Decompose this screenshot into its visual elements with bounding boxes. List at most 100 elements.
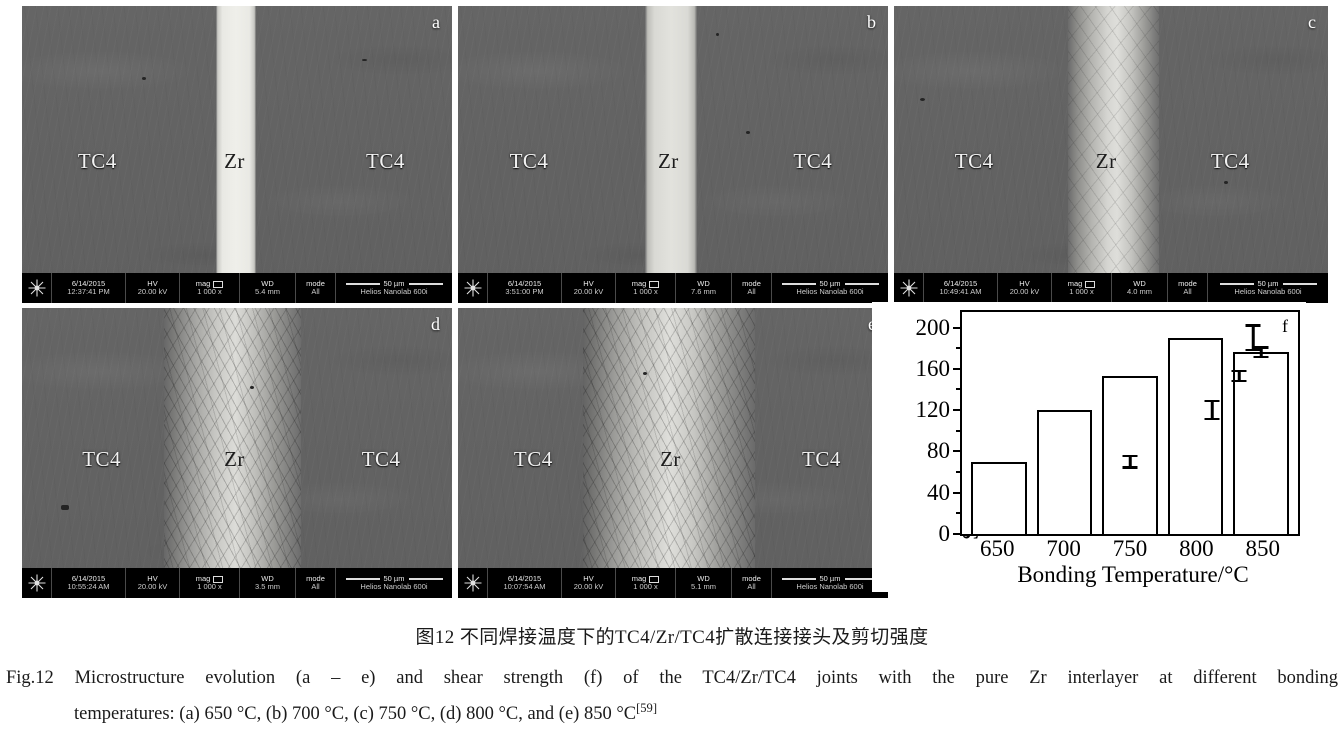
bar-slot[interactable] (970, 312, 1027, 534)
databar-instrument: Helios Nanolab 600i (796, 582, 864, 591)
mag-box-icon (1085, 280, 1096, 288)
label-interlayer: Zr (660, 447, 681, 472)
label-interlayer: Zr (657, 148, 679, 173)
databar-scale-value: 50 µm (1257, 279, 1279, 289)
databar-mag-value: 1 000 x (197, 287, 222, 296)
sem-panel-a[interactable]: TC4 Zr TC4 a 6/14 (22, 6, 452, 303)
fei-logo-icon (458, 568, 488, 598)
databar-scale-value: 50 µm (383, 574, 405, 584)
acicular-structure (1067, 6, 1159, 303)
bar-slot[interactable] (1167, 312, 1224, 534)
error-bar-cap-bottom (1204, 417, 1220, 421)
bar-slot[interactable] (1102, 312, 1158, 534)
sem-databar-d: 6/14/2015 10:55:24 AM HV 20.00 kV mag 1 … (22, 568, 452, 598)
error-bar-line (1237, 369, 1241, 383)
mag-box-icon (649, 575, 660, 583)
error-bar-cap-top (1245, 324, 1261, 327)
error-bar-cap-top (1122, 454, 1138, 457)
databar-instrument: Helios Nanolab 600i (796, 287, 864, 296)
databar-mode-value: All (747, 582, 756, 591)
surface-speck (361, 59, 367, 62)
databar-date: 6/14/2015 (507, 574, 542, 584)
databar-wd-label: WD (261, 279, 274, 289)
error-bar-cap-top (1253, 346, 1269, 349)
bar-slot[interactable] (1233, 312, 1290, 534)
label-left-material: TC4 (77, 148, 117, 173)
label-right-material: TC4 (793, 148, 833, 173)
x-tick-label: 850 (1245, 536, 1281, 561)
x-tick-label: 800 (1179, 536, 1214, 561)
caption-english-line1: Fig.12 Microstructure evolution (a – e) … (6, 668, 1338, 688)
scale-bar-icon: 50 µm (1219, 279, 1317, 289)
x-tick-label: 750 (1112, 536, 1148, 561)
caption-english-line2-text: temperatures: (a) 650 °C, (b) 700 °C, (c… (74, 703, 637, 724)
bar-850[interactable] (1233, 352, 1290, 534)
databar-scale-value: 50 µm (383, 279, 405, 289)
y-tick-minor (956, 471, 962, 474)
bar-series (962, 312, 1298, 534)
bar-slot[interactable] (1036, 312, 1093, 534)
panel-letter-a: a (432, 12, 440, 32)
databar-mode-label: mode (306, 574, 325, 584)
figure-caption: 图12 不同焊接温度下的TC4/Zr/TC4扩散连接接头及剪切强度 Fig.12… (0, 622, 1344, 729)
fei-logo-icon (22, 568, 52, 598)
databar-hv-value: 20.00 kV (573, 582, 604, 591)
sem-panel-d[interactable]: TC4 Zr TC4 d 6/14/2015 10:55:24 AM (22, 308, 452, 598)
sem-micrograph-c (894, 6, 1328, 303)
zr-interlayer-band (1067, 6, 1159, 303)
label-interlayer: Zr (1095, 148, 1117, 173)
databar-wd-label: WD (261, 574, 274, 584)
mag-box-icon (213, 575, 224, 583)
y-tick-label: 40 (927, 479, 950, 505)
sem-micrograph-e (458, 308, 888, 598)
databar-mode-value: All (311, 582, 320, 591)
fei-logo-icon (458, 273, 488, 303)
databar-wd-label: WD (1133, 279, 1146, 289)
panel-letter-f: f (1282, 316, 1288, 336)
label-left-material: TC4 (82, 447, 122, 472)
surface-speck (642, 371, 647, 375)
x-tick-label: 700 (1046, 536, 1081, 561)
bar-800[interactable] (1167, 337, 1224, 534)
mag-box-icon (649, 280, 660, 288)
error-bar-line (1259, 346, 1263, 359)
y-tick-major (953, 491, 962, 494)
scale-bar-icon: 50 µm (345, 279, 443, 289)
databar-mag-label: mag (195, 279, 211, 289)
scale-bar-icon: 50 µm (345, 574, 443, 584)
sem-databar-b: 6/14/2015 3:51:00 PM HV 20.00 kV mag 1 0… (458, 273, 888, 303)
error-bar-cap-bottom (1122, 466, 1138, 469)
sem-panel-e[interactable]: TC4 Zr TC4 e 6/14/2015 10:07:54 AM (458, 308, 888, 598)
databar-time: 10:07:54 AM (503, 582, 546, 591)
databar-mag-value: 1 000 x (633, 582, 658, 591)
y-tick-minor (956, 512, 962, 515)
acicular-structure (582, 308, 755, 598)
bar-650[interactable] (970, 461, 1027, 534)
fei-logo-icon (894, 273, 924, 303)
databar-mag-label: mag (631, 279, 647, 289)
caption-chinese: 图12 不同焊接温度下的TC4/Zr/TC4扩散连接接头及剪切强度 (415, 627, 929, 648)
databar-scale-value: 50 µm (819, 279, 841, 289)
databar-instrument: Helios Nanolab 600i (360, 287, 428, 296)
databar-wd-value: 7.6 mm (690, 287, 716, 296)
y-tick-major (953, 409, 962, 412)
databar-instrument: Helios Nanolab 600i (1234, 287, 1302, 296)
x-tick-labels: 650 700 750 800 850 (960, 536, 1300, 562)
y-tick-major (953, 450, 962, 453)
databar-wd-value: 3.5 mm (254, 582, 280, 591)
bar-700[interactable] (1036, 410, 1093, 534)
label-interlayer: Zr (224, 447, 245, 472)
databar-mode-value: All (311, 287, 320, 296)
surface-speck (60, 505, 69, 511)
sem-panel-c[interactable]: TC4 Zr TC4 c 6/14/2015 10:49:41 AM (894, 6, 1328, 303)
sem-databar-e: 6/14/2015 10:07:54 AM HV 20.00 kV mag 1 … (458, 568, 888, 598)
databar-mag-value: 1 000 x (633, 287, 658, 296)
sem-panel-b[interactable]: TC4 Zr TC4 b 6/14/2015 3:51:00 PM (458, 6, 888, 303)
databar-hv-label: HV (583, 574, 594, 584)
surface-speck (1223, 181, 1228, 185)
databar-hv-label: HV (147, 574, 158, 584)
databar-mode-value: All (747, 287, 756, 296)
y-tick-major (953, 533, 962, 535)
